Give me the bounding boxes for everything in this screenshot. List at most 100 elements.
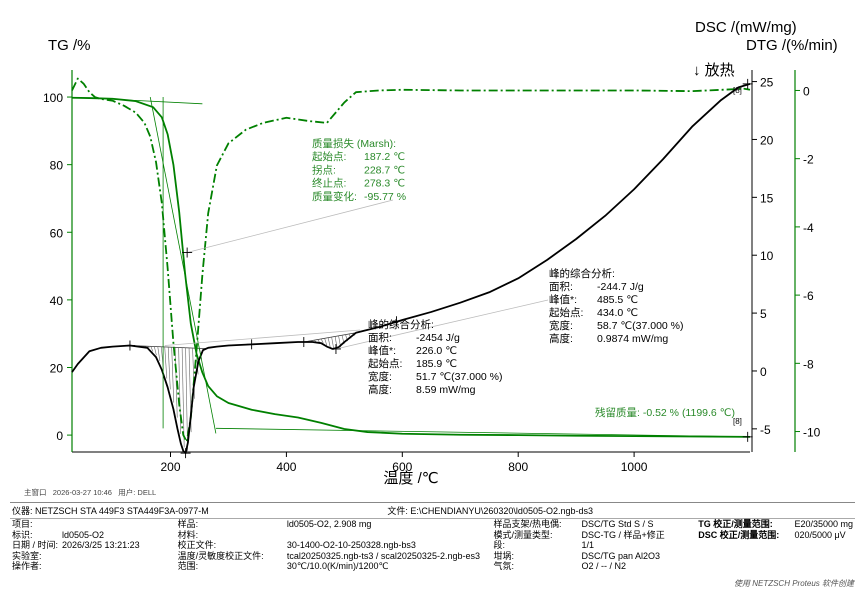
end-tag-tg: [8] xyxy=(733,417,742,426)
peak-low-annotation-value: 51.7 ℃(37.000 %) xyxy=(416,371,503,383)
instrument-label: 仪器: NETZSCH STA 449F3 STA449F3A-0977-M xyxy=(12,506,209,516)
mass-loss-annotation: 质量损失 (Marsh):起始点: 187.2 ℃ 拐点: 228.7 ℃ 终止点: 27… xyxy=(312,137,406,203)
tg-endset-line xyxy=(215,427,751,438)
info-label xyxy=(696,540,792,551)
info-value: DSC/TG Std S / S xyxy=(581,519,654,529)
tg-tick-label: 40 xyxy=(50,294,64,308)
dtg-tick-label: 0 xyxy=(803,84,810,98)
peak-low-annotation-title: 峰的综合分析: xyxy=(368,318,434,331)
peak-high-annotation-label: 宽度: xyxy=(549,319,573,332)
info-row: 标识: ld0505-O2 材料: 模式/测量类型: DSC-TG / 样品+修正 DSC… xyxy=(10,530,855,541)
peak-high-annotation-value: 485.5 ℃ xyxy=(597,294,638,306)
info-value: E20/35000 mg xyxy=(794,519,853,529)
info-label: 段: xyxy=(493,540,505,550)
info-label: 模式/测量类型: xyxy=(493,529,553,540)
info-value: DSC-TG / 样品+修正 xyxy=(581,529,665,540)
peak-low-annotation: 峰的综合分析:面积: -2454 J/g 峰值*: 226.0 ℃ 起始点: 185.9 … xyxy=(368,318,503,396)
info-label: 材料: xyxy=(177,529,199,540)
info-label: TG 校正/测量范围: xyxy=(698,519,773,529)
info-value xyxy=(792,551,855,562)
dsc-tick-label: 20 xyxy=(760,133,774,147)
info-label: 气氛: xyxy=(493,561,514,571)
info-row: 日期 / 时间: 2026/3/25 13:21:23 校正文件: 30-1400-O… xyxy=(10,540,855,551)
info-label: 样品: xyxy=(177,519,199,529)
peak-hatch xyxy=(167,347,171,390)
info-row: 实验室: 温度/灵敏度校正文件: tcal20250325.ngb-ts3 / sc… xyxy=(10,551,855,562)
peak-hatch xyxy=(324,338,328,346)
peak-low-annotation-label: 宽度: xyxy=(368,370,392,383)
x-tick-label: 600 xyxy=(392,460,412,474)
info-value: DSC/TG pan Al2O3 xyxy=(581,550,661,561)
dsc-tick-label: 10 xyxy=(760,249,774,263)
thermal-analysis-chart: 200 400 600 800 1000 0 20 40 60 80 100 -5 0 5 10 15 20 25… xyxy=(43,19,838,487)
series-line-dsc xyxy=(71,83,751,455)
x-tick-label: 400 xyxy=(276,460,296,474)
dsc-tick-label: 15 xyxy=(760,191,774,205)
peak-hatch xyxy=(157,346,161,361)
info-value xyxy=(60,519,176,530)
peak-low-annotation-value: 226.0 ℃ xyxy=(416,345,457,357)
mass-loss-annotation-value: 278.3 ℃ xyxy=(364,178,405,190)
exo-direction-label: ↓ 放热 xyxy=(693,62,735,79)
info-label: 温度/灵敏度校正文件: xyxy=(177,550,264,561)
peak-low-annotation-value: 185.9 ℃ xyxy=(416,358,457,370)
peak-hatch xyxy=(331,337,334,349)
info-label: 标识: xyxy=(12,529,33,540)
peak-baseline xyxy=(129,345,207,349)
peak-high-annotation-value: 58.7 ℃(37.000 %) xyxy=(597,320,684,332)
file-label: 文件: E:\CHENDIANYU\260320\ld0505-O2.ngb-d… xyxy=(387,506,593,516)
peak-high-annotation-label: 高度: xyxy=(549,332,573,345)
info-value xyxy=(60,551,176,562)
peak-high-annotation-label: 面积: xyxy=(549,281,573,293)
x-tick-label: 800 xyxy=(508,460,528,474)
peak-hatch xyxy=(147,345,150,349)
dsc-tick-label: -5 xyxy=(760,423,771,437)
peak-low-annotation-label: 峰值*: xyxy=(368,344,396,357)
mass-loss-annotation-value: 228.7 ℃ xyxy=(364,164,405,176)
info-panel: 主窗口 2026-03-27 10:46 用户: DELL 仪器: NETZSC… xyxy=(10,488,855,572)
peak-hatch xyxy=(320,338,324,344)
peak-high-annotation-value: -244.7 J/g xyxy=(597,281,644,293)
peak-high-annotation: 峰的综合分析:面积: -244.7 J/g 峰值*: 485.5 ℃ 起始点: 434.0… xyxy=(549,267,684,345)
residual-mass-label: 残留质量: -0.52 % (1199.6 ℃) xyxy=(595,406,735,419)
info-row: 操作者: 范围: 30℃/10.0(K/min)/1200℃ 气氛: O2 / -- /… xyxy=(10,561,855,572)
peak-high-annotation-value: 434.0 ℃ xyxy=(597,307,638,319)
dsc-tick-label: 0 xyxy=(760,365,767,379)
peak-high-leader xyxy=(335,299,549,350)
peak-high-annotation-value: 0.9874 mW/mg xyxy=(597,333,668,345)
dtg-tick-label: -6 xyxy=(803,289,814,303)
peak-high-annotation-label: 起始点: xyxy=(549,306,583,319)
meta-user: 用户: DELL xyxy=(118,488,157,497)
info-value: 020/5000 μV xyxy=(794,529,846,540)
mass-loss-annotation-label: 终止点: xyxy=(312,177,346,190)
tg-tick-label: 20 xyxy=(50,361,64,375)
info-label: 实验室: xyxy=(12,550,42,561)
peak-low-annotation-label: 面积: xyxy=(368,332,392,344)
info-label: 样品支架/热电偶: xyxy=(493,519,562,529)
meta-datetime: 2026-03-27 10:46 xyxy=(52,488,112,497)
dtg-tick-label: -8 xyxy=(803,357,814,371)
info-label: 日期 / 时间: xyxy=(12,540,59,550)
footer-credit: 使用 NETZSCH Proteus 软件创建 xyxy=(733,579,854,588)
dsc-tick-label: 5 xyxy=(760,307,767,321)
mass-loss-annotation-label: 质量变化: xyxy=(312,190,357,203)
info-value: ld0505-O2 xyxy=(62,529,105,540)
info-value xyxy=(60,561,176,572)
tg-onset-tangent xyxy=(89,97,203,105)
info-value: 2026/3/25 13:21:23 xyxy=(62,540,140,550)
peak-hatch xyxy=(334,336,338,349)
end-tag-dsc: [8] xyxy=(733,86,742,95)
dtg-tick-label: -4 xyxy=(803,221,814,235)
dtg-tick-label: -10 xyxy=(803,426,821,440)
x-tick-label: 1000 xyxy=(621,460,648,474)
info-label: 坩埚: xyxy=(493,550,514,561)
mass-loss-annotation-value: -95.77 % xyxy=(364,191,406,203)
tg-inflection-tangent xyxy=(149,96,217,434)
series-line-tg xyxy=(71,96,751,438)
meta-window: 主窗口 xyxy=(24,488,47,497)
tg-axis-label: TG /% xyxy=(48,37,91,54)
info-value: 1/1 xyxy=(581,540,595,550)
mass-loss-annotation-label: 起始点: xyxy=(312,150,346,163)
peak-low-leader xyxy=(164,329,361,346)
peak-hatch xyxy=(181,347,185,448)
